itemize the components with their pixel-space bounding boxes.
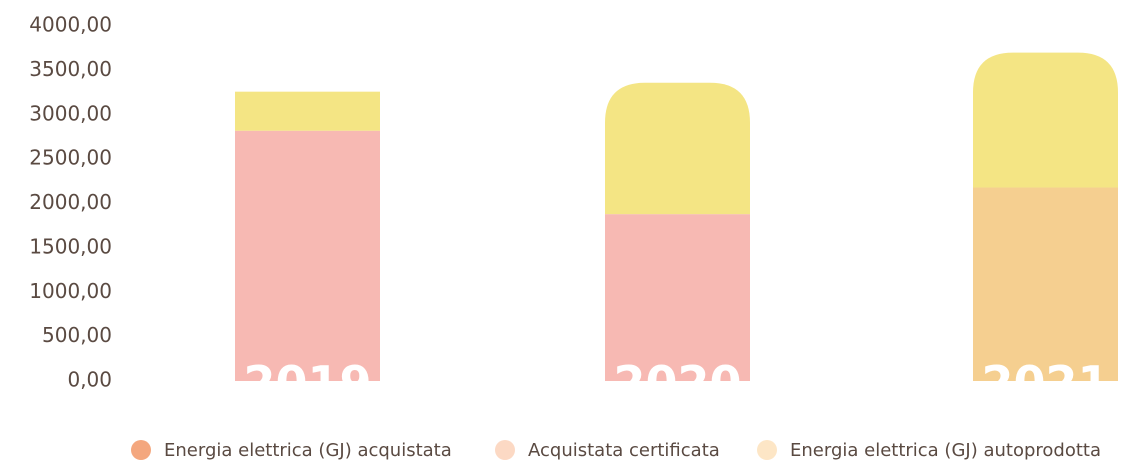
y-tick-label: 3000,00 [29,101,112,125]
bar-segment [605,82,750,215]
legend-label: Energia elettrica (GJ) acquistata [164,440,452,460]
y-tick-label: 2500,00 [29,146,112,170]
legend-swatch [495,440,515,460]
bar-segment [973,187,1118,381]
y-tick-label: 500,00 [42,323,112,347]
legend-label: Energia elettrica (GJ) autoprodotta [790,440,1101,460]
bar-segment [605,214,750,381]
category-label: 2021 [981,356,1109,410]
y-tick-label: 4000,00 [29,13,112,37]
bar-segment [973,52,1118,188]
legend-swatch [131,440,151,460]
category-label: 2019 [243,356,371,410]
y-tick-label: 3500,00 [29,57,112,81]
y-tick-label: 0,00 [67,368,112,392]
y-tick-label: 1000,00 [29,279,112,303]
legend-label: Acquistata certificata [528,440,720,460]
category-label: 2020 [613,356,741,410]
bar-segment [235,130,380,381]
y-tick-label: 2000,00 [29,190,112,214]
bar-segment [235,91,380,131]
legend-swatch [757,440,777,460]
y-tick-label: 1500,00 [29,234,112,258]
